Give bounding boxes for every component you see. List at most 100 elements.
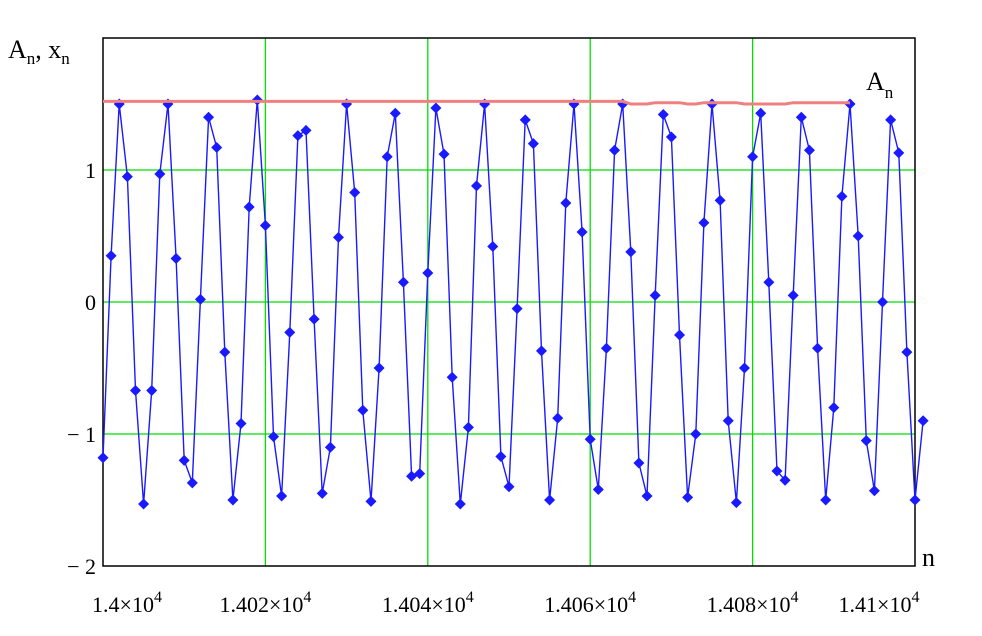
data-point: [714, 194, 726, 206]
data-point: [592, 483, 604, 495]
data-point: [284, 326, 296, 338]
data-point: [389, 107, 401, 119]
data-point: [812, 342, 824, 354]
data-point: [600, 342, 612, 354]
data-point: [730, 497, 742, 509]
data-point: [414, 468, 426, 480]
data-point: [763, 276, 775, 288]
data-point: [194, 293, 206, 305]
data-point: [308, 313, 320, 325]
x-tick-label-0: 1.4×104: [92, 589, 162, 617]
data-point: [779, 474, 791, 486]
data-point: [154, 168, 166, 180]
data-point: [121, 171, 133, 183]
x-tick-label-1: 1.402×104: [219, 589, 311, 617]
data-point: [738, 362, 750, 374]
series-line-0: [102, 99, 924, 505]
data-point: [397, 276, 409, 288]
data-point: [170, 252, 182, 264]
x-tick-labels: 1.4×104 1.402×104 1.404×104 1.406×104 1.408×…: [92, 589, 919, 617]
y-axis-label: An, xn: [8, 35, 70, 68]
data-point: [909, 494, 921, 506]
series-line-1: [103, 99, 850, 106]
data-point: [235, 417, 247, 429]
data-point: [722, 415, 734, 427]
x-axis-label: n: [922, 543, 935, 572]
data-point: [625, 246, 637, 258]
data-point: [454, 498, 466, 510]
data-point: [544, 494, 556, 506]
data-point: [511, 303, 523, 315]
data-point: [787, 289, 799, 301]
data-point: [129, 384, 141, 396]
data-point: [292, 130, 304, 142]
y-tick-label-3: − 2: [67, 554, 96, 579]
data-point: [771, 465, 783, 477]
data-point: [357, 404, 369, 416]
data-point: [820, 494, 832, 506]
data-point: [178, 454, 190, 466]
data-point: [243, 201, 255, 213]
data-point: [422, 267, 434, 279]
data-point: [332, 231, 344, 243]
data-point: [885, 114, 897, 126]
data-point: [138, 498, 150, 510]
data-point: [446, 371, 458, 383]
data-point: [300, 124, 312, 136]
data-point: [186, 477, 198, 489]
data-point: [682, 491, 694, 503]
data-point: [471, 180, 483, 192]
data-point: [487, 241, 499, 253]
data-point: [276, 490, 288, 502]
data-point: [365, 495, 377, 507]
data-point: [535, 345, 547, 357]
data-point: [674, 329, 686, 341]
data-point: [649, 289, 661, 301]
data-point: [430, 102, 442, 114]
x-tick-label-2: 1.404×104: [382, 589, 474, 617]
data-point: [316, 487, 328, 499]
plot-frame: [102, 37, 916, 567]
data-point: [324, 441, 336, 453]
data-point: [657, 109, 669, 121]
data-point: [901, 346, 913, 358]
data-point: [795, 111, 807, 123]
y-tick-label-1: 0: [85, 290, 96, 315]
data-point: [146, 384, 158, 396]
data-point: [203, 111, 215, 123]
data-point: [868, 485, 880, 497]
data-point: [373, 362, 385, 374]
data-point: [877, 296, 889, 308]
data-point: [519, 114, 531, 126]
series-label-An: An: [866, 67, 894, 102]
data-point: [836, 190, 848, 202]
data-point: [268, 431, 280, 443]
data-point: [219, 346, 231, 358]
data-point: [755, 107, 767, 119]
data-point: [698, 217, 710, 229]
data-point: [852, 230, 864, 242]
data-point: [747, 151, 759, 163]
data-point: [349, 186, 361, 198]
x-tick-label-5: 1.41×104: [839, 589, 920, 617]
data-point: [690, 428, 702, 440]
data-point: [227, 494, 239, 506]
series-group: [97, 94, 929, 510]
x-tick-label-4: 1.408×104: [707, 589, 799, 617]
data-point: [97, 452, 109, 464]
series-0: [97, 94, 929, 510]
data-point: [609, 144, 621, 156]
data-point: [576, 226, 588, 238]
data-point: [105, 250, 117, 262]
data-point: [633, 457, 645, 469]
data-point: [641, 490, 653, 502]
grid: [103, 38, 915, 566]
data-point: [495, 450, 507, 462]
data-point: [917, 415, 929, 427]
data-point: [527, 138, 539, 150]
series-1: [103, 99, 850, 106]
y-tick-labels: 1 0 − 1 − 2: [67, 158, 96, 579]
data-point: [503, 481, 515, 493]
data-point: [259, 219, 271, 231]
